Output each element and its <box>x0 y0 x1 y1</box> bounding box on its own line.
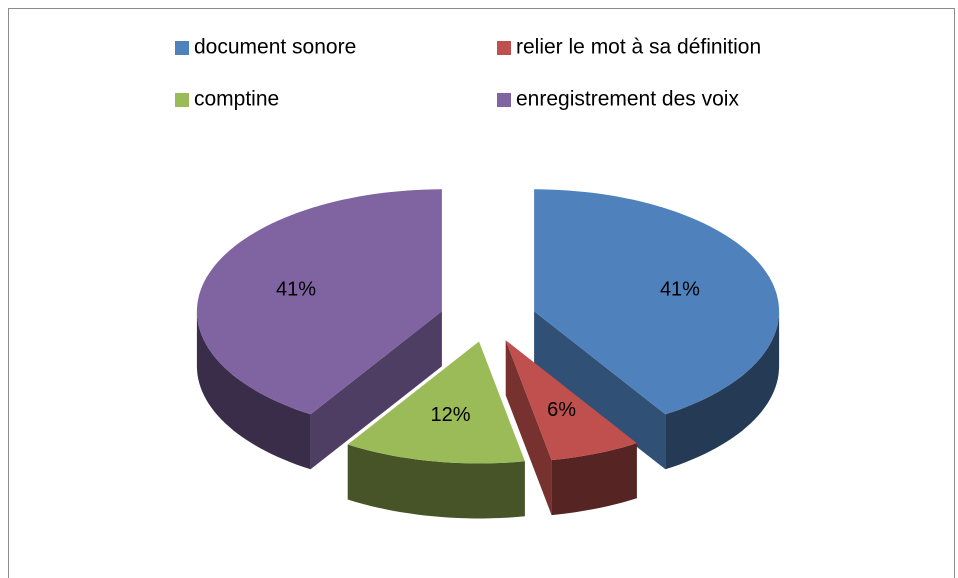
slice <box>347 341 525 464</box>
legend-label: comptine <box>194 88 279 111</box>
legend-marker <box>175 93 189 107</box>
legend-label: relier le mot à sa définition <box>516 36 761 59</box>
legend-label: document sonore <box>194 36 356 59</box>
legend-marker <box>497 41 511 55</box>
data-label: 12% <box>431 404 471 426</box>
legend-label: enregistrement des voix <box>516 88 739 111</box>
legend-marker <box>497 93 511 107</box>
legend-marker <box>175 41 189 55</box>
slice-cut-face <box>310 311 442 470</box>
slice <box>196 189 442 415</box>
slice-side <box>347 444 525 519</box>
slice-side <box>665 311 780 470</box>
slice-side <box>551 443 637 516</box>
slice <box>534 189 780 415</box>
slice-side <box>196 311 311 470</box>
slice-cut-face <box>505 340 552 516</box>
slice <box>505 340 637 461</box>
data-label: 41% <box>660 279 700 301</box>
data-label: 6% <box>547 399 576 421</box>
data-label: 41% <box>276 279 316 301</box>
slice-cut-face <box>534 311 666 470</box>
